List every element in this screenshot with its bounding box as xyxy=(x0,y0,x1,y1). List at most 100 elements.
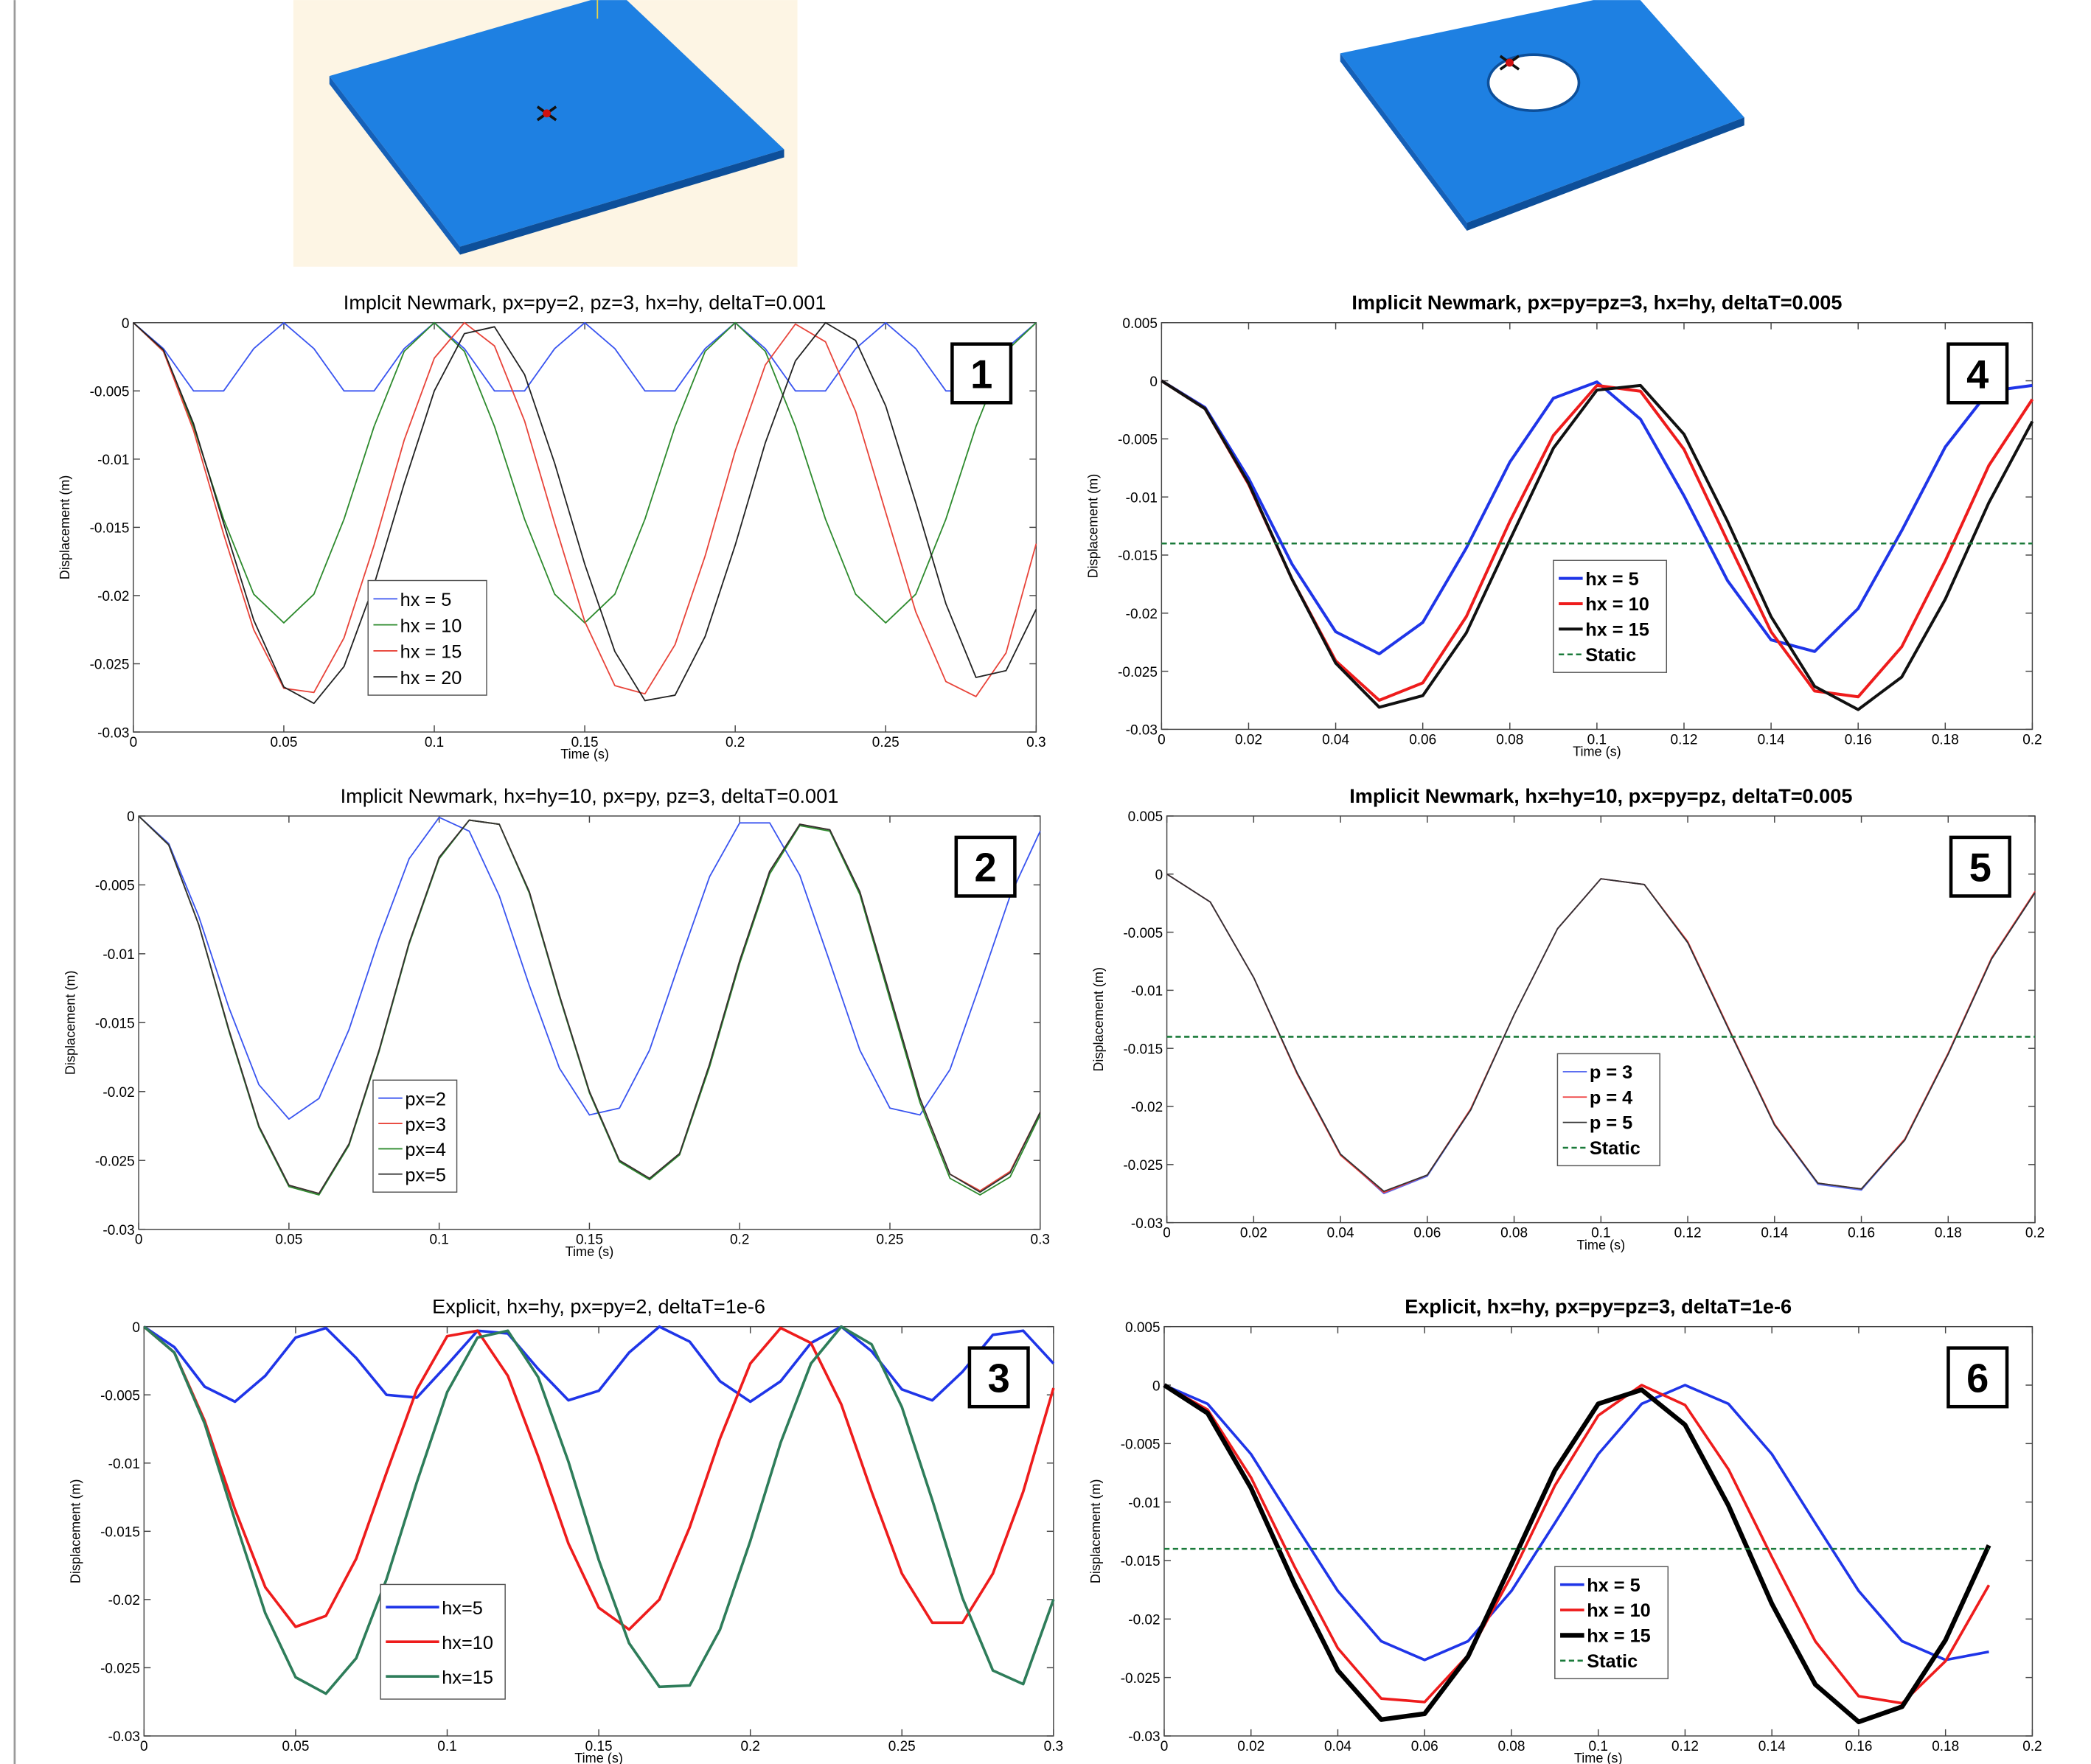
panel-number: 2 xyxy=(975,846,997,890)
y-tick-label: -0.02 xyxy=(1131,1100,1163,1115)
y-tick-label: -0.005 xyxy=(100,1388,140,1404)
legend-label: Static xyxy=(1590,1138,1641,1159)
chart: Explicit, hx=hy, px=py=2, deltaT=1e-60-0… xyxy=(69,1295,1064,1764)
legend-label: Static xyxy=(1585,645,1636,666)
y-tick-label: 0 xyxy=(1152,1378,1161,1394)
chart: Implicit Newmark, hx=hy=10, px=py=pz, de… xyxy=(1091,784,2045,1252)
legend-label: hx = 5 xyxy=(400,590,452,610)
chart-title: Explicit, hx=hy, px=py=2, deltaT=1e-6 xyxy=(432,1295,765,1318)
y-tick-label: 0.005 xyxy=(1122,316,1158,332)
y-axis-label: Displacement (m) xyxy=(1088,1479,1103,1583)
y-tick-label: 0 xyxy=(127,809,135,825)
x-tick-label: 0.05 xyxy=(270,735,297,750)
plate-hole xyxy=(1488,55,1579,111)
y-axis-label: Displacement (m) xyxy=(58,475,72,580)
chart-title: Explicit, hx=hy, px=py=pz=3, deltaT=1e-6 xyxy=(1405,1295,1792,1318)
x-tick-label: 0.08 xyxy=(1496,732,1523,747)
x-tick-label: 0.16 xyxy=(1845,732,1872,747)
x-tick-label: 0.05 xyxy=(275,1233,302,1248)
y-tick-label: -0.03 xyxy=(102,1223,134,1238)
chart: Implcit Newmark, px=py=2, pz=3, hx=hy, d… xyxy=(58,291,1046,762)
legend-label: px=5 xyxy=(405,1165,446,1186)
x-tick-label: 0 xyxy=(1161,1739,1169,1754)
load-marker xyxy=(543,109,551,117)
x-tick-label: 0.1 xyxy=(425,735,444,750)
legend-label: p = 4 xyxy=(1590,1087,1632,1108)
y-tick-label: -0.005 xyxy=(90,385,130,400)
legend-label: hx = 20 xyxy=(400,668,462,688)
legend-label: hx = 15 xyxy=(1587,1626,1651,1647)
x-tick-label: 0.3 xyxy=(1026,735,1046,750)
x-axis-label: Time (s) xyxy=(1577,1238,1626,1252)
chart: Implicit Newmark, hx=hy=10, px=py, pz=3,… xyxy=(63,784,1050,1259)
y-tick-label: -0.025 xyxy=(1121,1671,1161,1687)
y-tick-label: -0.015 xyxy=(90,521,130,537)
y-tick-label: 0 xyxy=(132,1320,140,1336)
chart: Explicit, hx=hy, px=py=pz=3, deltaT=1e-6… xyxy=(1088,1295,2042,1764)
y-tick-label: 0 xyxy=(1155,868,1163,883)
x-tick-label: 0.25 xyxy=(888,1739,916,1754)
panel-number: 4 xyxy=(1966,352,1989,397)
y-axis-label: Displacement (m) xyxy=(1091,967,1106,1072)
x-tick-label: 0.25 xyxy=(877,1233,904,1248)
legend-label: hx=10 xyxy=(442,1633,493,1653)
legend-label: p = 5 xyxy=(1590,1113,1632,1134)
panel-number: 1 xyxy=(970,352,992,397)
x-tick-label: 0.1 xyxy=(437,1739,456,1754)
x-tick-label: 0.04 xyxy=(1322,732,1349,747)
y-tick-label: -0.02 xyxy=(108,1593,140,1608)
x-tick-label: 0.08 xyxy=(1497,1739,1525,1754)
chart-title: Implcit Newmark, px=py=2, pz=3, hx=hy, d… xyxy=(344,291,827,314)
x-tick-label: 0.14 xyxy=(1758,1739,1786,1754)
legend-label: hx = 15 xyxy=(1585,620,1649,641)
y-tick-label: 0.005 xyxy=(1128,809,1163,825)
plate-left xyxy=(293,0,798,267)
y-tick-label: -0.03 xyxy=(1131,1216,1163,1232)
legend-label: px=2 xyxy=(405,1089,446,1109)
y-tick-label: -0.03 xyxy=(108,1729,140,1745)
x-tick-label: 0.06 xyxy=(1411,1739,1438,1754)
x-tick-label: 0 xyxy=(140,1739,148,1754)
y-tick-label: -0.005 xyxy=(95,879,135,894)
y-tick-label: -0.025 xyxy=(95,1154,135,1169)
y-tick-label: -0.005 xyxy=(1121,1437,1161,1453)
legend-label: hx=15 xyxy=(442,1667,493,1688)
x-tick-label: 0 xyxy=(1158,732,1166,747)
x-axis-label: Time (s) xyxy=(574,1751,623,1764)
legend-label: hx = 5 xyxy=(1587,1575,1640,1596)
plot-area xyxy=(144,1327,1054,1736)
figure: Implcit Newmark, px=py=2, pz=3, hx=hy, d… xyxy=(0,0,2091,1764)
x-tick-label: 0.02 xyxy=(1237,1739,1264,1754)
x-tick-label: 0.16 xyxy=(1848,1226,1875,1241)
chart: Implicit Newmark, px=py=pz=3, hx=hy, del… xyxy=(1086,291,2042,759)
x-tick-label: 0.18 xyxy=(1932,1739,1959,1754)
y-tick-label: -0.03 xyxy=(1126,723,1158,739)
x-tick-label: 0.2 xyxy=(2025,1226,2045,1241)
y-axis-label: Displacement (m) xyxy=(69,1479,83,1583)
y-tick-label: -0.03 xyxy=(1128,1729,1160,1745)
x-tick-label: 0.08 xyxy=(1500,1226,1528,1241)
plot-area xyxy=(133,323,1036,732)
y-tick-label: -0.02 xyxy=(97,589,129,604)
y-tick-label: -0.025 xyxy=(1123,1158,1163,1174)
legend-label: hx = 10 xyxy=(1585,594,1649,615)
y-tick-label: -0.015 xyxy=(1121,1554,1161,1569)
x-tick-label: 0.18 xyxy=(1935,1226,1962,1241)
panel-number: 6 xyxy=(1966,1356,1989,1401)
x-tick-label: 0.3 xyxy=(1044,1739,1063,1754)
x-tick-label: 0.14 xyxy=(1761,1226,1788,1241)
x-tick-label: 0.04 xyxy=(1327,1226,1354,1241)
x-tick-label: 0.2 xyxy=(726,735,745,750)
x-tick-label: 0.1 xyxy=(429,1233,448,1248)
x-tick-label: 0.06 xyxy=(1413,1226,1441,1241)
x-tick-label: 0.12 xyxy=(1671,732,1698,747)
x-tick-label: 0.04 xyxy=(1324,1739,1351,1754)
x-tick-label: 0.2 xyxy=(740,1739,759,1754)
y-axis-label: Displacement (m) xyxy=(1086,474,1101,579)
panel-number: 3 xyxy=(988,1356,1010,1401)
x-tick-label: 0.2 xyxy=(2022,1739,2042,1754)
x-tick-label: 0.25 xyxy=(872,735,900,750)
panel-number: 5 xyxy=(1969,846,1991,890)
y-tick-label: -0.015 xyxy=(1123,1042,1163,1057)
x-tick-label: 0 xyxy=(135,1233,143,1248)
